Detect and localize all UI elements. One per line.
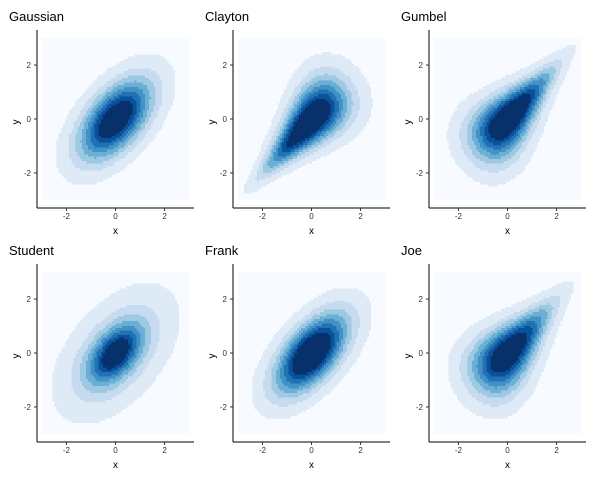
panel-gumbel: Gumbel-2 0 220-2xy — [401, 9, 586, 237]
density-cell — [364, 77, 367, 80]
x-tick-label: 2 — [162, 212, 167, 221]
x-axis-label: x — [309, 226, 314, 237]
density-cell — [170, 66, 173, 69]
copula-contour-figure: Gaussian -2 0 2 2 0 -2 x y Clayton -2 0 2 2 0 -2 x y Gumbe… — [0, 0, 600, 480]
copula-contour-grid: Gaussian -2 0 2 2 0 -2 x y Clayton -2 0 2 2 0 -2 x y Gumbe… — [0, 0, 600, 480]
density-cell — [368, 87, 371, 90]
y-tick-label: 2 — [223, 61, 228, 70]
y-tick-label: 2 — [27, 61, 32, 70]
y-tick-label: -2 — [220, 169, 228, 178]
panel-title: Gaussian — [9, 9, 64, 24]
x-tick-label: 0 — [113, 212, 118, 221]
y-tick-label: 0 — [223, 115, 228, 124]
y-axis-label: y — [11, 120, 22, 125]
panel-clayton: Clayton -2 0 2 2 0 -2 x y — [205, 9, 390, 237]
x-axis-label: x — [113, 226, 118, 237]
panel-title: Clayton — [205, 9, 249, 24]
density-cell — [370, 98, 373, 101]
panel-title: Gumbel — [401, 9, 447, 24]
x-tick-label: 0 — [309, 212, 314, 221]
density-cell — [172, 70, 175, 73]
x-tick-label: 2 — [358, 212, 363, 221]
density-cell — [358, 68, 361, 71]
x-tick-label: -2 — [63, 212, 71, 221]
y-tick-label: -2 — [24, 169, 32, 178]
x-tick-label: -2 — [259, 212, 267, 221]
density-cell — [366, 82, 369, 85]
panel-gaussian: Gaussian -2 0 2 2 0 -2 x y — [9, 9, 194, 237]
y-axis-label: y — [207, 120, 218, 125]
y-tick-label: 0 — [27, 115, 32, 124]
